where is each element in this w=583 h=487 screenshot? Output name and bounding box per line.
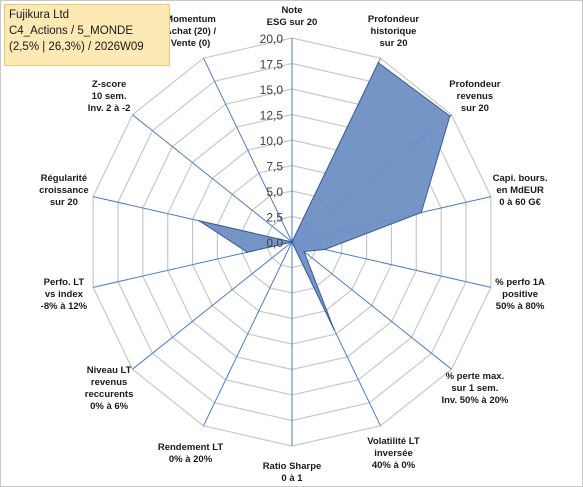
axis-label-line: reccurents — [85, 389, 134, 400]
axis-label-7: Ratio Sharpe 0 à 1 — [263, 461, 322, 484]
axis-label-line: sur 1 sem. — [451, 383, 498, 394]
data-point-5 — [303, 250, 305, 253]
tick-label-3: 7,5 — [266, 160, 283, 174]
data-point-6 — [333, 328, 335, 331]
axis-label-line: 0% à 20% — [169, 454, 213, 465]
axis-label-line: 10 sem. — [92, 91, 127, 102]
data-point-3 — [420, 211, 423, 214]
data-point-4 — [324, 248, 326, 251]
axis-label-line: Niveau LT — [87, 365, 132, 376]
axis-label-line: Vente (0) — [171, 38, 211, 49]
axis-label-line: Capi. bours. — [493, 173, 548, 184]
axis-label-line: historique — [371, 26, 417, 37]
tick-label-2: 5,0 — [266, 185, 283, 199]
tick-label-4: 10,0 — [260, 134, 284, 148]
axis-spoke-13 — [203, 57, 293, 243]
axis-label-line: Rendement LT — [158, 442, 223, 453]
axis-label-line: -8% à 12% — [41, 301, 88, 312]
axis-spoke-5 — [291, 241, 452, 370]
axis-label-line: en MdEUR — [496, 185, 544, 196]
axis-label-12: Z-score 10 sem. Inv. 2 à -2 — [88, 79, 131, 114]
axis-label-line: positive — [502, 289, 538, 300]
axis-label-10: Perfo. LT vs index -8% à 12% — [41, 277, 88, 312]
axis-label-6: Volatilité LT inversée 40% à 0% — [367, 436, 420, 471]
axis-label-line: Achat (20) / — [165, 26, 217, 37]
axis-label-11: Régularité croissance sur 20 — [39, 173, 89, 208]
axis-label-line: sur 20 — [50, 197, 78, 208]
axis-label-line: inversée — [374, 448, 413, 459]
tick-label-0: 0,0 — [266, 236, 283, 250]
axis-label-13: Momentum Achat (20) / Vente (0) — [165, 14, 217, 49]
axis-label-line: sur 20 — [461, 103, 489, 114]
axis-label-0: Note ESG sur 20 — [267, 5, 318, 28]
axis-label-line: sur 20 — [380, 38, 408, 49]
axis-label-2: Profondeur revenus sur 20 — [449, 79, 500, 114]
axis-label-line: Régularité — [41, 173, 87, 184]
axis-label-line: Z-score — [92, 79, 126, 90]
axis-label-4: % perfo 1A positive 50% à 80% — [495, 277, 545, 312]
tick-label-5: 12,5 — [260, 109, 284, 123]
axis-label-line: ESG sur 20 — [267, 17, 318, 28]
data-point-10 — [246, 251, 249, 253]
axis-label-line: % perfo 1A — [495, 277, 545, 288]
axis-spoke-9 — [132, 241, 293, 370]
category-label: C4_Actions / 5_MONDE — [9, 25, 133, 37]
axis-label-3: Capi. bours. en MdEUR 0 à 60 G€ — [493, 173, 548, 208]
data-series-polygon — [199, 62, 451, 330]
axis-label-line: Profondeur — [449, 79, 500, 90]
axis-label-line: 0 à 60 G€ — [499, 197, 541, 208]
axis-spoke-12 — [132, 114, 293, 243]
axis-label-line: vs index — [45, 289, 84, 300]
axis-label-5: % perte max. sur 1 sem. Inv. 50% à 20% — [441, 371, 508, 406]
data-point-11 — [198, 220, 201, 222]
axis-label-1: Profondeur historique sur 20 — [368, 14, 419, 49]
axis-label-line: Perfo. LT — [44, 277, 85, 288]
axis-label-line: revenus — [457, 91, 493, 102]
tick-label-8: 20,0 — [260, 32, 284, 46]
tick-label-7: 17,5 — [260, 58, 284, 72]
data-point-2 — [449, 115, 451, 117]
company-name: Fujikura Ltd — [9, 9, 70, 21]
tick-label-1: 2,5 — [266, 211, 283, 225]
axis-label-line: 0% à 6% — [90, 401, 129, 412]
axis-label-line: Note — [281, 5, 302, 16]
axis-spoke-8 — [203, 241, 293, 427]
axis-label-line: Ratio Sharpe — [263, 461, 322, 472]
axis-label-line: croissance — [39, 185, 89, 196]
axis-label-line: Inv. 2 à -2 — [88, 103, 131, 114]
axis-label-line: Profondeur — [368, 14, 419, 25]
axis-label-line: 50% à 80% — [496, 301, 545, 312]
axis-label-line: 40% à 0% — [372, 460, 416, 471]
axis-label-line: 0 à 1 — [281, 473, 303, 484]
axis-label-line: Inv. 50% à 20% — [441, 395, 508, 406]
info-box: Fujikura Ltd C4_Actions / 5_MONDE (2,5% … — [4, 4, 170, 66]
axis-label-line: revenus — [91, 377, 127, 388]
period-label: (2,5% | 26,3%) / 2026W09 — [9, 41, 144, 53]
axis-label-8: Rendement LT 0% à 20% — [158, 442, 223, 465]
axis-label-line: Momentum — [165, 14, 216, 25]
data-point-13 — [291, 241, 293, 243]
axis-label-line: Volatilité LT — [367, 436, 420, 447]
axis-label-9: Niveau LT revenus reccurents 0% à 6% — [85, 365, 134, 412]
tick-label-6: 15,0 — [260, 83, 284, 97]
axis-label-line: % perte max. — [446, 371, 505, 382]
data-point-1 — [377, 62, 380, 64]
